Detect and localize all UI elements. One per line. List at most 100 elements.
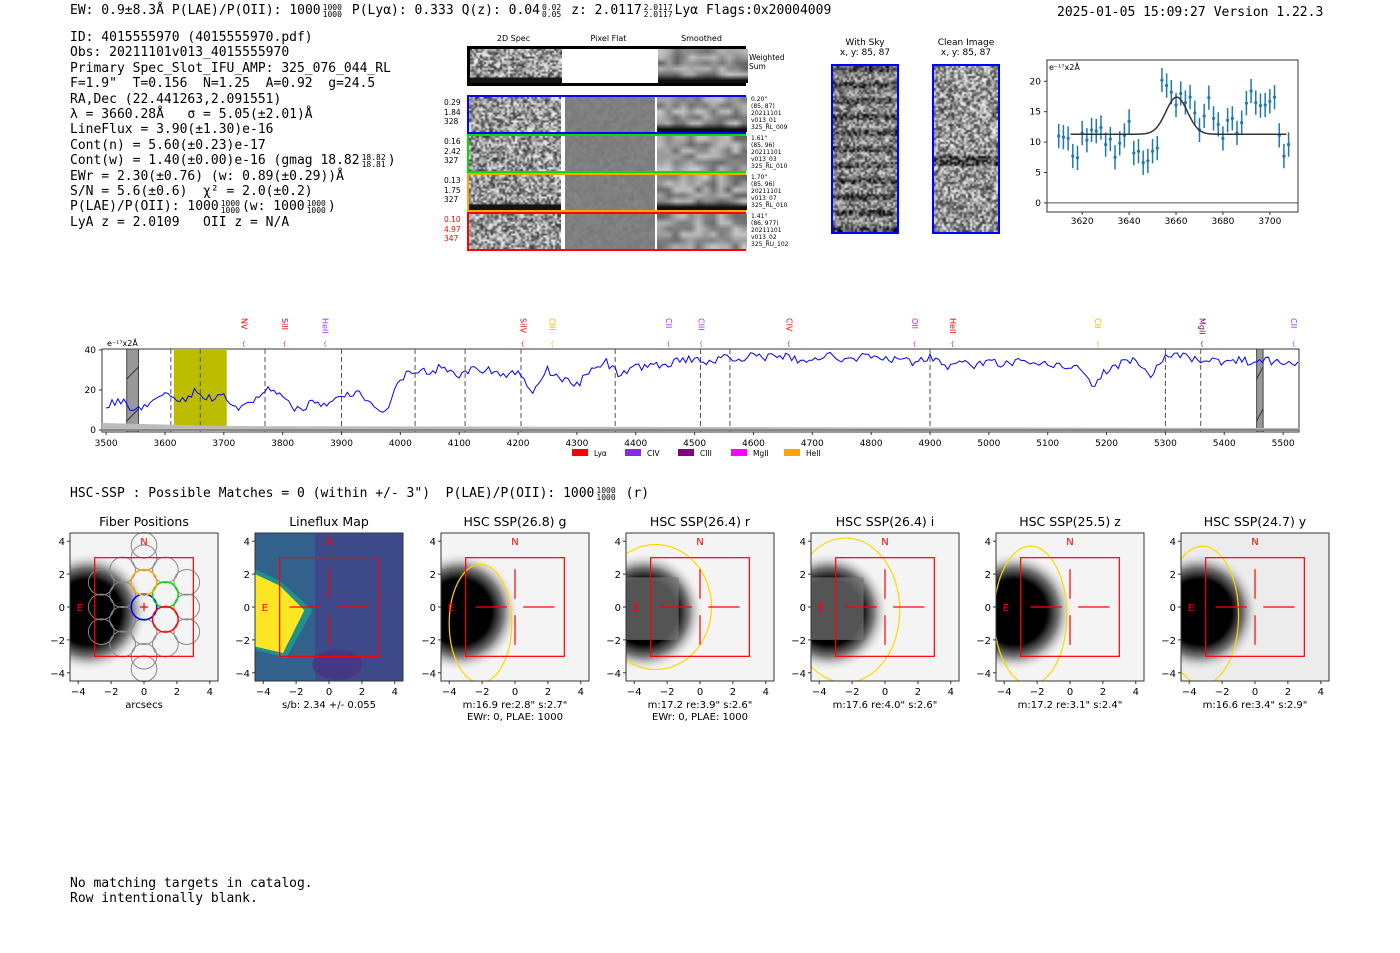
data-point <box>1099 125 1103 130</box>
x-tick-label: 4 <box>1133 687 1139 698</box>
fiber-circle <box>130 618 158 645</box>
galaxy-blob <box>996 552 1074 672</box>
noise-floor <box>102 423 1299 431</box>
north-label: N <box>696 537 703 548</box>
data-point <box>1174 103 1178 107</box>
datetime: 2025-01-05 15:09:27 <box>1057 5 1206 20</box>
z-range: 2.0117 2.0117 <box>644 3 673 18</box>
x-tick-label: −2 <box>475 687 490 698</box>
info-lineflux: LineFlux = 3.90(±1.30)e-16 <box>70 122 274 138</box>
x-tick-label: 0 <box>1252 687 1258 698</box>
y-tick-label: −2 <box>976 636 991 647</box>
plae-range: 1000 1000 <box>221 199 240 214</box>
y-tick-label: 2 <box>244 570 250 581</box>
thumbnail-hsc: N E −4 −4 −2 −2 0 0 2 2 4 4 m:17.2 re:3.1" s:2.4" <box>976 532 1145 711</box>
thumbnail-fibers: N E −4 −4 −2 −2 0 0 2 2 4 4 arcsecs <box>50 532 219 711</box>
fiber-stat: 328 <box>444 117 459 126</box>
y-tick-label: 10 <box>1030 138 1042 148</box>
x-tick-label: −4 <box>627 687 642 698</box>
thumbnail-caption: EWr: 0, PLAE: 1000 <box>467 712 563 723</box>
data-point <box>1207 96 1211 100</box>
detection-info: ID: 4015555970 (4015555970.pdf) Obs: 202… <box>70 30 396 230</box>
data-point <box>1244 101 1248 105</box>
image-layer <box>255 533 403 681</box>
thumbnail-hsc: N E −4 −4 −2 −2 0 0 2 2 4 4 m:16.6 re:3.4" s:2.9" <box>1161 532 1330 711</box>
spectrum-line <box>106 351 1299 413</box>
y-tick-label: 20 <box>1030 77 1042 87</box>
mask-hatch <box>1256 366 1264 422</box>
fiber-row-stats: 0.10 4.97 347 <box>444 215 466 244</box>
x-tick-label: 5400 <box>1213 439 1236 449</box>
pixel-flat-image <box>566 49 656 83</box>
y-tick-label: −4 <box>50 669 65 680</box>
y-tick-label: 0 <box>985 603 991 614</box>
x-tick-label: 0 <box>882 687 888 698</box>
fiber-stat: 327 <box>444 195 459 204</box>
x-tick-label: 0 <box>326 687 332 698</box>
x-tick-label: 2 <box>359 687 365 698</box>
emission-line-marker: { <box>787 341 791 348</box>
flags-value: Flags:0x20004009 <box>706 3 832 18</box>
plae-w-range: 1000 1000 <box>307 199 326 214</box>
x-tick-label: 4 <box>1318 687 1324 698</box>
data-point <box>1169 90 1173 94</box>
emission-line-label: CII <box>664 318 673 328</box>
plae-value: P(LAE)/P(OII): 1000 <box>171 3 321 18</box>
fiber-stat: 1.75 <box>444 185 461 195</box>
x-tick-label: −4 <box>812 687 827 698</box>
x-tick-label: 4 <box>578 687 584 698</box>
data-point <box>1226 118 1230 122</box>
center-marker <box>139 602 149 612</box>
y-tick-label: 15 <box>1030 108 1041 118</box>
info-cont-n: Cont(n) = 5.60(±0.23)e-17 <box>70 137 266 153</box>
highlighted-fiber <box>130 593 158 621</box>
x-tick-label: 3660 <box>1165 217 1188 227</box>
y-tick-label: −4 <box>606 669 621 680</box>
qz-hi: 0.02 <box>541 2 562 12</box>
thumbnail-hsc: N E −4 −4 −2 −2 0 0 2 2 4 4 m:16.9 re:2.8" s:2.7"EWr… <box>421 532 590 723</box>
data-point <box>1211 116 1216 120</box>
x-tick-label: 3600 <box>154 439 177 449</box>
x-tick-label: 0 <box>1067 687 1073 698</box>
x-tick-label: 4400 <box>624 439 647 449</box>
fiber-circle <box>173 593 201 621</box>
fiber-stat: 0.13 <box>444 176 461 185</box>
thumbnail-caption: m:16.6 re:3.4" s:2.9" <box>1203 700 1308 711</box>
y-tick-label: 4 <box>615 537 621 548</box>
fiber-stat: 1.84 <box>444 107 461 117</box>
thumbnail-title: HSC SSP(26.4) r <box>649 514 751 529</box>
with-sky-label: With Sky x, y: 85, 87 <box>820 38 910 58</box>
y-tick-label: 4 <box>430 537 436 548</box>
x-tick-label: −4 <box>71 687 86 698</box>
x-tick-label: 4700 <box>801 439 824 449</box>
info-primary: Primary Spec_Slot_IFU_AMP: 325_076_044_R… <box>70 60 391 76</box>
y-tick-label: 2 <box>1170 570 1176 581</box>
thumbnail-caption: EWr: 0, PLAE: 1000 <box>652 712 748 723</box>
qz-value: Q(z): 0.04 <box>461 3 540 18</box>
search-box <box>1205 557 1305 657</box>
smoothed-image <box>658 49 748 83</box>
cont-w-text: Cont(w) = 1.40(±0.00)e-16 (gmag 18.82 <box>70 153 360 169</box>
hsc-plae-lo: 1000 <box>596 492 616 502</box>
legend-swatch <box>678 449 694 456</box>
x-tick-label: 2 <box>174 687 180 698</box>
thumbnail-caption: m:17.6 re:4.0" s:2.6" <box>833 700 938 711</box>
y-tick-label: 0 <box>244 603 250 614</box>
data-point <box>1061 135 1066 139</box>
x-tick-label: 3800 <box>271 439 294 449</box>
fiber-stat: 0.10 <box>444 215 461 224</box>
plae-range: 1000 1000 <box>323 3 342 18</box>
data-point <box>1240 121 1244 125</box>
data-point <box>1268 99 1272 103</box>
y-tick-label: −4 <box>976 669 991 680</box>
x-tick-label: 0 <box>141 687 147 698</box>
fiber-row-stats: 0.13 1.75 327 <box>444 176 466 205</box>
info-lya-z: LyA z = 2.0109 OII z = N/A <box>70 214 290 230</box>
saturated-region <box>626 577 679 640</box>
thumbnail-hsc: N E −4 −4 −2 −2 0 0 2 2 4 4 m:17.2 re:3.9" s:2.6"EWr… <box>606 532 775 723</box>
data-point <box>1155 146 1159 150</box>
data-point <box>1249 89 1253 93</box>
y-units-label: e⁻¹⁷x2Å <box>1049 61 1080 72</box>
data-point <box>1221 136 1225 141</box>
data-point <box>1075 156 1080 160</box>
